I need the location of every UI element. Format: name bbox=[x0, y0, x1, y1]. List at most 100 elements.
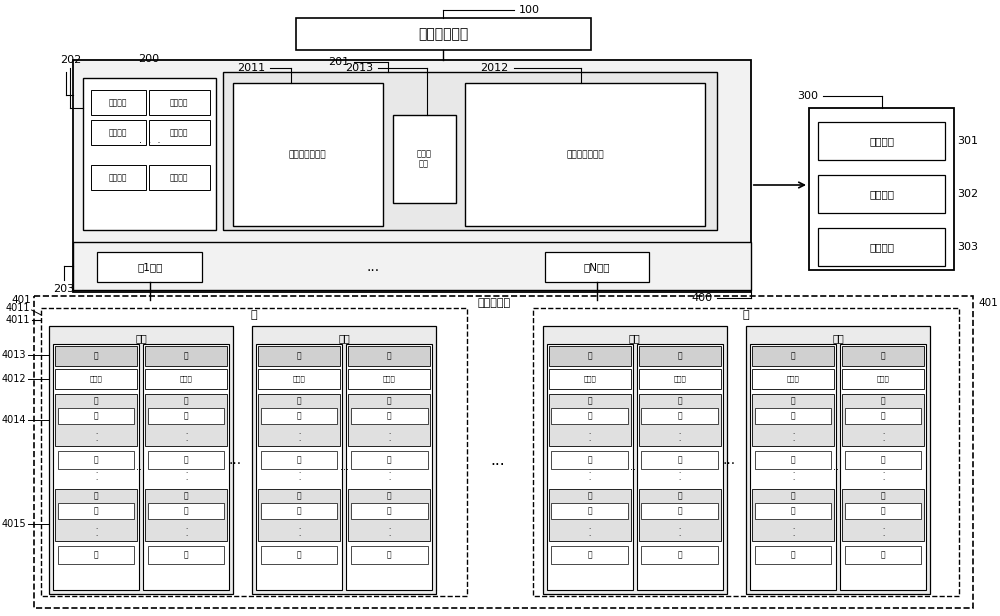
Bar bbox=[639, 489, 721, 541]
Bar bbox=[641, 451, 718, 469]
Bar bbox=[348, 346, 430, 366]
Text: 层: 层 bbox=[587, 352, 592, 360]
Text: 瓶颈减
法器: 瓶颈减 法器 bbox=[416, 149, 431, 169]
Text: 块: 块 bbox=[587, 492, 592, 501]
Text: 页: 页 bbox=[587, 506, 592, 516]
Bar bbox=[752, 394, 834, 446]
Text: 芯片: 芯片 bbox=[629, 333, 641, 343]
Text: ·
·: · · bbox=[882, 527, 884, 540]
Text: 203: 203 bbox=[53, 284, 74, 294]
Text: 层: 层 bbox=[184, 352, 188, 360]
Bar bbox=[543, 326, 727, 594]
Text: 寄存器: 寄存器 bbox=[180, 376, 192, 383]
Text: 页: 页 bbox=[677, 411, 682, 421]
Bar bbox=[842, 394, 924, 446]
Text: 300: 300 bbox=[798, 91, 819, 101]
Bar bbox=[233, 83, 383, 226]
Bar bbox=[145, 346, 227, 366]
Bar bbox=[53, 344, 139, 590]
Text: 2011: 2011 bbox=[237, 63, 265, 73]
Text: 层: 层 bbox=[387, 352, 392, 360]
Text: 寄存器: 寄存器 bbox=[673, 376, 686, 383]
Text: 页: 页 bbox=[387, 551, 392, 559]
Text: 页: 页 bbox=[791, 411, 795, 421]
Text: 寄存器: 寄存器 bbox=[787, 376, 799, 383]
Text: 块: 块 bbox=[677, 397, 682, 405]
Bar bbox=[551, 408, 628, 424]
Bar bbox=[145, 394, 227, 446]
Bar bbox=[641, 408, 718, 424]
Text: 页: 页 bbox=[297, 455, 302, 464]
Text: 块: 块 bbox=[94, 492, 98, 501]
Text: ·
·: · · bbox=[882, 471, 884, 484]
Text: 寄存器: 寄存器 bbox=[877, 376, 889, 383]
Text: 303: 303 bbox=[957, 242, 978, 252]
Text: 寄存器: 寄存器 bbox=[383, 376, 396, 383]
Text: 逻辑地址: 逻辑地址 bbox=[109, 98, 127, 107]
Text: ...: ... bbox=[630, 462, 639, 472]
Bar bbox=[351, 503, 428, 519]
Bar bbox=[58, 451, 134, 469]
Text: ...: ... bbox=[490, 453, 505, 468]
Text: ·
·: · · bbox=[589, 431, 591, 445]
Bar bbox=[641, 546, 718, 564]
Text: ·
·: · · bbox=[388, 471, 390, 484]
Bar bbox=[149, 90, 210, 115]
Text: ...: ... bbox=[136, 462, 145, 472]
Bar bbox=[351, 546, 428, 564]
Bar bbox=[261, 408, 337, 424]
Text: 页: 页 bbox=[881, 455, 885, 464]
Bar bbox=[91, 120, 146, 145]
Bar bbox=[842, 346, 924, 366]
Bar bbox=[346, 344, 432, 590]
Text: 芯片: 芯片 bbox=[338, 333, 350, 343]
Text: 寄存器: 寄存器 bbox=[293, 376, 306, 383]
Bar bbox=[258, 346, 340, 366]
Bar bbox=[348, 394, 430, 446]
Text: ...: ... bbox=[228, 453, 241, 467]
Text: 4013: 4013 bbox=[1, 350, 26, 360]
Bar bbox=[549, 369, 631, 389]
Bar bbox=[755, 546, 831, 564]
Text: 100: 100 bbox=[519, 5, 540, 15]
Bar bbox=[752, 489, 834, 541]
Text: 物理地址: 物理地址 bbox=[170, 173, 188, 182]
Bar bbox=[252, 326, 436, 594]
Text: 302: 302 bbox=[957, 189, 978, 199]
Text: 页: 页 bbox=[791, 455, 795, 464]
Bar bbox=[55, 346, 137, 366]
Text: ·
·: · · bbox=[298, 471, 300, 484]
Text: 页: 页 bbox=[677, 455, 682, 464]
Text: 块: 块 bbox=[184, 492, 188, 501]
Bar bbox=[755, 451, 831, 469]
Text: ·
·: · · bbox=[589, 527, 591, 540]
Bar bbox=[256, 344, 342, 590]
Text: 页: 页 bbox=[297, 411, 302, 421]
Text: 闪存存储器: 闪存存储器 bbox=[478, 298, 511, 308]
Text: ·
·: · · bbox=[679, 431, 681, 445]
Text: 逻辑地址: 逻辑地址 bbox=[109, 128, 127, 137]
Text: 页: 页 bbox=[184, 506, 188, 516]
Bar bbox=[223, 72, 717, 230]
Bar bbox=[58, 503, 134, 519]
Bar bbox=[549, 489, 631, 541]
Text: 块: 块 bbox=[791, 492, 795, 501]
Text: 连续数据缓冲器: 连续数据缓冲器 bbox=[289, 150, 326, 160]
Bar bbox=[842, 369, 924, 389]
Bar bbox=[348, 489, 430, 541]
Text: 页: 页 bbox=[184, 455, 188, 464]
Bar bbox=[58, 408, 134, 424]
Bar bbox=[818, 228, 945, 266]
Text: ·
·: · · bbox=[882, 431, 884, 445]
Text: 页: 页 bbox=[297, 551, 302, 559]
Text: ·
·: · · bbox=[679, 471, 681, 484]
Text: ·
·: · · bbox=[95, 431, 97, 445]
Text: 页: 页 bbox=[184, 551, 188, 559]
Bar bbox=[746, 326, 930, 594]
Bar bbox=[533, 308, 959, 596]
Bar bbox=[845, 503, 921, 519]
Text: 寄存器: 寄存器 bbox=[90, 376, 102, 383]
Text: 页: 页 bbox=[677, 551, 682, 559]
Bar bbox=[149, 165, 210, 190]
Text: 上层文件系统: 上层文件系统 bbox=[418, 27, 468, 41]
